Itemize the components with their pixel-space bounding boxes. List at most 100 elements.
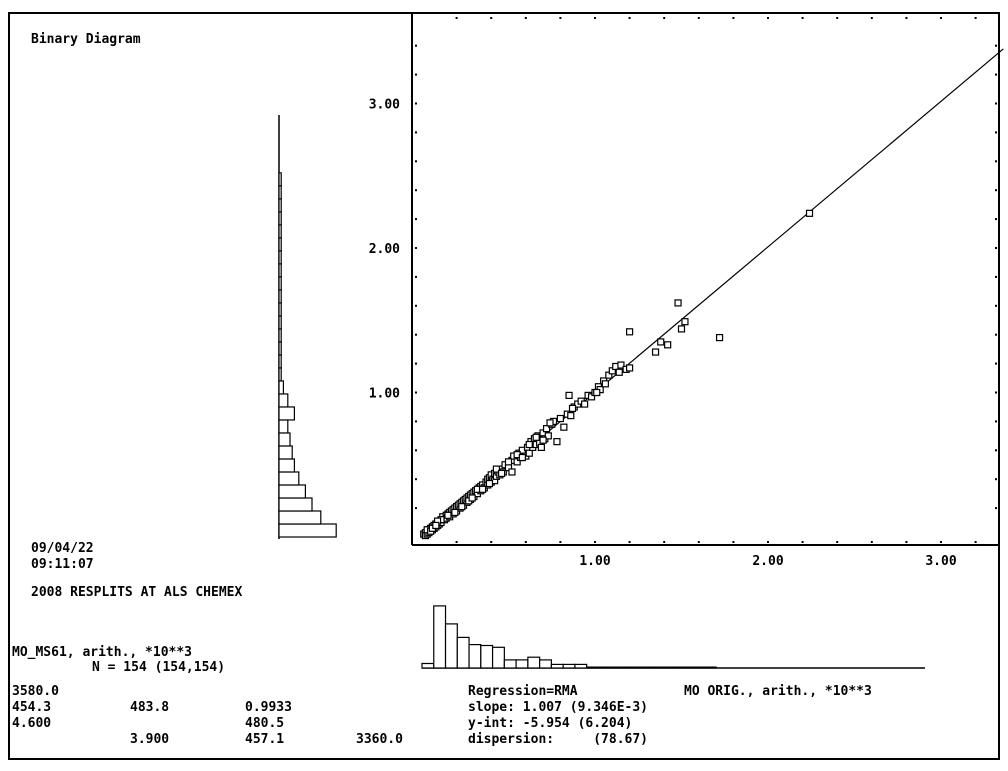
data-point xyxy=(553,438,561,446)
y-right-dot xyxy=(995,304,997,307)
plot-frame xyxy=(8,12,1000,760)
x-bottom-dot xyxy=(663,541,666,543)
y-right-dot xyxy=(995,507,997,510)
x-histogram-bar xyxy=(586,666,600,669)
y-left-dot xyxy=(415,362,417,365)
x-top-dot xyxy=(940,17,942,19)
stat-sd-y: 480.5 xyxy=(245,716,285,731)
data-point xyxy=(458,503,466,511)
data-point xyxy=(581,400,589,408)
x-bottom-dot xyxy=(559,541,562,543)
y-left-dot xyxy=(415,507,417,510)
x-bottom-dot xyxy=(628,541,631,543)
data-point xyxy=(625,364,634,372)
x-histogram-bar xyxy=(703,666,717,669)
x-top-dot xyxy=(905,17,908,19)
sample-count: N = 154 (154,154) xyxy=(92,660,226,675)
data-point xyxy=(508,468,516,476)
regression-dispersion: dispersion: (78.67) xyxy=(468,732,649,747)
y-left-dot xyxy=(415,247,417,249)
data-point xyxy=(715,333,724,342)
y-tick-label: 1.00 xyxy=(369,387,400,402)
x-top-dot xyxy=(974,17,977,19)
y-right-dot xyxy=(995,102,997,105)
data-point xyxy=(539,436,547,444)
data-point xyxy=(468,494,476,502)
y-histogram-bar xyxy=(278,510,322,525)
y-left-dot xyxy=(415,449,417,452)
data-point xyxy=(601,380,609,388)
y-variable-label: MO_MS61, arith., *10**3 xyxy=(12,645,193,660)
data-point xyxy=(568,404,577,412)
x-bottom-dot xyxy=(594,541,596,543)
y-right-dot xyxy=(995,275,997,278)
data-point xyxy=(805,209,814,217)
x-bottom-dot xyxy=(905,541,908,543)
x-top-dot xyxy=(836,17,839,19)
y-left-dot xyxy=(415,478,417,481)
y-right-dot xyxy=(995,247,997,249)
data-point xyxy=(674,299,682,307)
x-histogram-bar xyxy=(480,644,494,669)
y-right-dot xyxy=(995,333,997,336)
data-point xyxy=(532,433,540,441)
x-top-dot xyxy=(559,17,562,19)
x-histogram-bar xyxy=(491,646,505,669)
x-histogram-bar xyxy=(621,666,635,669)
data-point xyxy=(546,419,554,427)
x-bottom-dot xyxy=(974,541,977,543)
y-left-dot xyxy=(415,131,417,134)
y-histogram-bar xyxy=(278,458,295,473)
data-point xyxy=(492,465,500,473)
stat-min-x: 3.900 xyxy=(130,732,170,747)
chart-title: Binary Diagram xyxy=(31,32,141,47)
x-histogram-bar xyxy=(539,659,553,669)
x-bottom-dot xyxy=(767,541,769,543)
regression-method: Regression=RMA xyxy=(468,684,578,699)
y-histogram-bar xyxy=(278,198,282,213)
x-bottom-dot xyxy=(801,541,804,543)
y-histogram-bar xyxy=(278,419,289,434)
x-histogram-bar xyxy=(515,659,529,669)
y-left-dot xyxy=(415,218,417,221)
y-left-dot xyxy=(415,304,417,307)
x-tick-label: 1.00 xyxy=(579,554,610,569)
y-histogram-bar xyxy=(278,432,291,447)
data-point xyxy=(432,521,440,530)
data-point xyxy=(444,511,452,519)
data-point xyxy=(664,341,672,349)
y-right-dot xyxy=(995,189,997,192)
x-top-dot xyxy=(524,17,527,19)
x-top-dot xyxy=(455,17,458,19)
x-histogram-bar xyxy=(691,666,705,669)
x-top-dot xyxy=(594,17,596,19)
x-histogram-bar xyxy=(609,666,623,669)
y-histogram-bar xyxy=(278,224,282,239)
y-right-dot xyxy=(995,391,997,394)
y-histogram-bar xyxy=(278,341,282,356)
time-label: 09:11:07 xyxy=(31,557,94,572)
x-top-dot xyxy=(490,17,493,19)
y-histogram-bar xyxy=(278,471,300,486)
y-histogram-bar xyxy=(278,393,289,408)
y-left-dot xyxy=(415,160,417,163)
regression-intercept: y-int: -5.954 (6.204) xyxy=(468,716,633,731)
x-bottom-dot xyxy=(732,541,735,543)
stat-correlation: 0.9933 xyxy=(245,700,292,715)
x-bottom-dot xyxy=(697,541,700,543)
x-histogram-bar xyxy=(527,656,541,669)
y-right-dot xyxy=(995,160,997,163)
x-histogram-bar xyxy=(574,663,588,669)
y-left-dot xyxy=(415,275,417,278)
stat-mean-y: 454.3 xyxy=(12,700,52,715)
data-point xyxy=(617,361,625,369)
y-histogram-bar xyxy=(278,237,282,252)
x-bottom-dot xyxy=(455,541,458,543)
data-point xyxy=(556,414,565,423)
date-label: 09/04/22 xyxy=(31,541,94,556)
y-histogram-bar xyxy=(278,484,306,499)
data-point xyxy=(525,440,533,449)
x-top-dot xyxy=(697,17,700,19)
x-histogram-bar xyxy=(550,663,564,669)
x-histogram-bar xyxy=(668,666,682,669)
